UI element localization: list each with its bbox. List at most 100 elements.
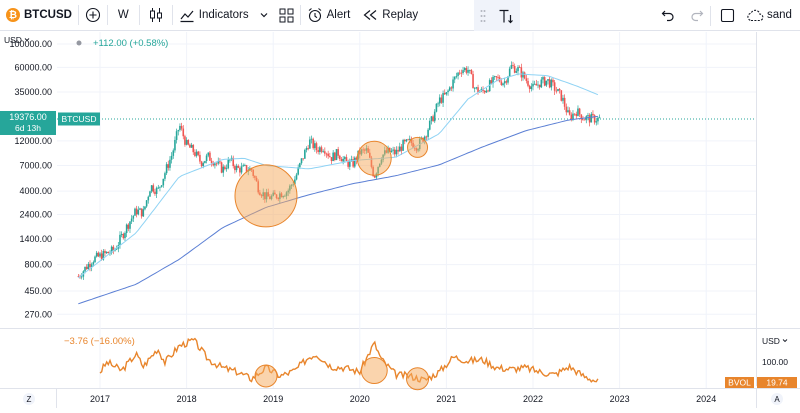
moving-average-fast-line (77, 73, 599, 279)
candle-body (575, 113, 578, 117)
highlight-circles (234, 136, 429, 228)
replay-button[interactable]: Replay (356, 0, 424, 31)
candle-body (347, 160, 349, 167)
candle-body (490, 80, 493, 84)
candle-body (104, 250, 106, 254)
candle-body (587, 115, 589, 117)
candle-body (390, 150, 393, 152)
drag-handle-icon[interactable] (480, 9, 486, 23)
candle-body (200, 161, 203, 167)
symbol-tag-bg (58, 112, 100, 126)
toolbar-divider (710, 6, 711, 26)
candle-body (495, 76, 498, 78)
alert-button[interactable]: Alert (301, 0, 357, 31)
chart-type-button[interactable] (140, 0, 172, 31)
undo-button[interactable] (655, 0, 681, 31)
candle-body (244, 165, 246, 166)
candle-body (95, 252, 98, 257)
candle-body (502, 83, 504, 86)
candle-body (468, 69, 471, 71)
candle-body (430, 116, 433, 121)
volatility-highlight-circles (254, 357, 430, 391)
candle-body (492, 76, 494, 84)
volatility-line (99, 337, 599, 383)
layout-button[interactable] (273, 0, 300, 31)
time-axis[interactable]: 2017 2018 2019 2020 2021 2022 2023 2024 (90, 394, 716, 404)
candle-body (470, 69, 473, 75)
candle-body (527, 80, 529, 86)
candle-body (169, 159, 171, 168)
symbol-search[interactable]: ₿ BTCUSD (0, 0, 78, 31)
candle-body (332, 152, 334, 162)
time-axis-label: 2017 (90, 394, 110, 404)
time-axis-label: 2024 (696, 394, 716, 404)
interval-button[interactable]: W (108, 0, 139, 31)
candle-body (558, 88, 561, 91)
candle-body (85, 266, 88, 270)
candle-body (525, 78, 528, 81)
compare-button[interactable] (79, 0, 107, 31)
auto-scale-button[interactable] (771, 393, 783, 405)
price-scale[interactable]: 100000.00 60000.00 35000.00 12000.00 7000.00… (9, 39, 52, 319)
candle-body (77, 276, 80, 278)
indicators-button[interactable]: Indicators (173, 0, 255, 31)
candle-body (119, 234, 121, 246)
candle-body (295, 174, 298, 180)
auto-scale-button-label: A (774, 395, 780, 404)
candle-body (443, 93, 446, 95)
candle-body (229, 159, 231, 161)
time-axis-label: 2021 (436, 394, 456, 404)
candle-body (344, 157, 346, 159)
candle-body (590, 113, 593, 123)
candle-body (425, 136, 428, 138)
candle-body (517, 67, 519, 72)
candle-body (568, 110, 571, 115)
candle-body (427, 129, 429, 137)
candle-body (315, 143, 318, 151)
indicators-dropdown[interactable] (255, 0, 273, 31)
text-tool-icon[interactable] (498, 8, 514, 24)
candle-body (220, 162, 223, 173)
candle-body (582, 119, 584, 121)
candle-body (135, 208, 138, 215)
fullscreen-button[interactable] (714, 0, 741, 31)
price-scale-label: 100000.00 (9, 39, 52, 49)
candle-body (522, 72, 524, 78)
status-dot-icon (76, 40, 82, 46)
candle-body (185, 139, 188, 145)
candle-body (553, 82, 556, 91)
candle-body (423, 136, 426, 142)
bvol-value-tag-bg (757, 377, 797, 388)
candle-body (314, 143, 316, 149)
candle-body (195, 151, 198, 156)
candle-body (400, 146, 403, 151)
candle-body (432, 116, 434, 122)
candle-body (320, 147, 323, 152)
candle-body (334, 152, 336, 161)
candle-body (354, 157, 356, 167)
candle-body (120, 233, 123, 235)
candle-body (550, 79, 553, 88)
volatility-currency-label[interactable]: USD (762, 336, 780, 346)
volatility-highlight-circle (360, 357, 388, 384)
candle-body (130, 218, 133, 222)
candle-body (552, 79, 554, 83)
cloud-layout-button[interactable]: sand (740, 0, 798, 31)
candle-body (543, 77, 546, 86)
candle-body (172, 150, 175, 156)
time-zone-button[interactable] (23, 393, 35, 405)
chevron-down-icon (782, 339, 788, 343)
price-currency-label[interactable]: USD (4, 35, 22, 45)
candle-body (179, 125, 181, 131)
candle-body (545, 80, 548, 86)
replay-rewind-icon (362, 9, 378, 21)
highlight-circle (234, 164, 298, 228)
candle-body (194, 152, 196, 156)
candle-body (145, 200, 148, 207)
candle-body (134, 208, 136, 216)
chart-canvas[interactable]: 100000.00 60000.00 35000.00 12000.00 7000.00… (0, 32, 800, 408)
volatility-change-text: −3.76 (−16.00%) (64, 336, 135, 347)
price-scale-label: 1400.00 (19, 234, 52, 244)
candle-body (149, 191, 151, 197)
redo-button[interactable] (684, 0, 710, 31)
